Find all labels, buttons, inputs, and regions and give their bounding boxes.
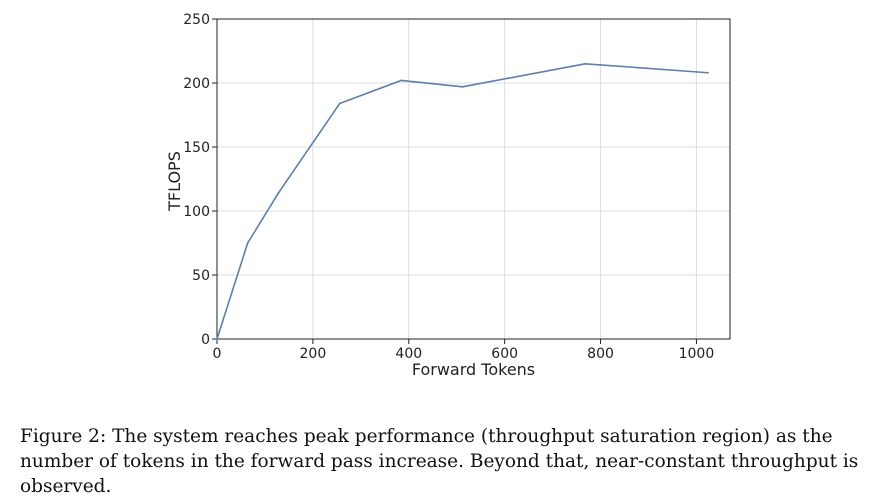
data-point xyxy=(216,338,218,340)
y-tick-label: 50 xyxy=(192,268,210,284)
x-tick-label: 600 xyxy=(491,346,518,362)
series-layer xyxy=(216,62,709,340)
line-chart: 0 200 400 600 800 1000 0 50 100 150 200 250 Forward… xyxy=(165,12,731,379)
data-point xyxy=(277,192,280,194)
series-line-0 xyxy=(216,62,709,340)
data-point xyxy=(461,85,464,88)
y-tick-label: 150 xyxy=(183,140,210,156)
x-tick-label: 400 xyxy=(395,346,422,362)
plot-frame xyxy=(216,18,731,340)
x-tick-label: 1000 xyxy=(679,346,715,362)
figure-caption: Figure 2: The system reaches peak perfor… xyxy=(20,426,859,497)
axis-ticks: 0 200 400 600 800 1000 0 50 100 150 200 250 xyxy=(183,12,714,362)
x-axis-title: Forward Tokens xyxy=(412,360,535,379)
data-point xyxy=(246,242,249,244)
y-tick-label: 250 xyxy=(183,12,210,28)
grid-lines xyxy=(216,18,730,340)
x-tick-label: 200 xyxy=(300,346,327,362)
data-point xyxy=(707,71,709,74)
y-axis-title: TFLOPS xyxy=(165,151,184,212)
x-tick-label: 0 xyxy=(213,346,222,362)
y-tick-label: 100 xyxy=(183,204,210,220)
data-point xyxy=(400,79,403,82)
x-tick-label: 800 xyxy=(587,346,614,362)
y-tick-label: 0 xyxy=(201,332,210,348)
y-tick-label: 200 xyxy=(183,76,210,92)
data-point xyxy=(338,102,341,105)
data-point xyxy=(584,62,587,65)
